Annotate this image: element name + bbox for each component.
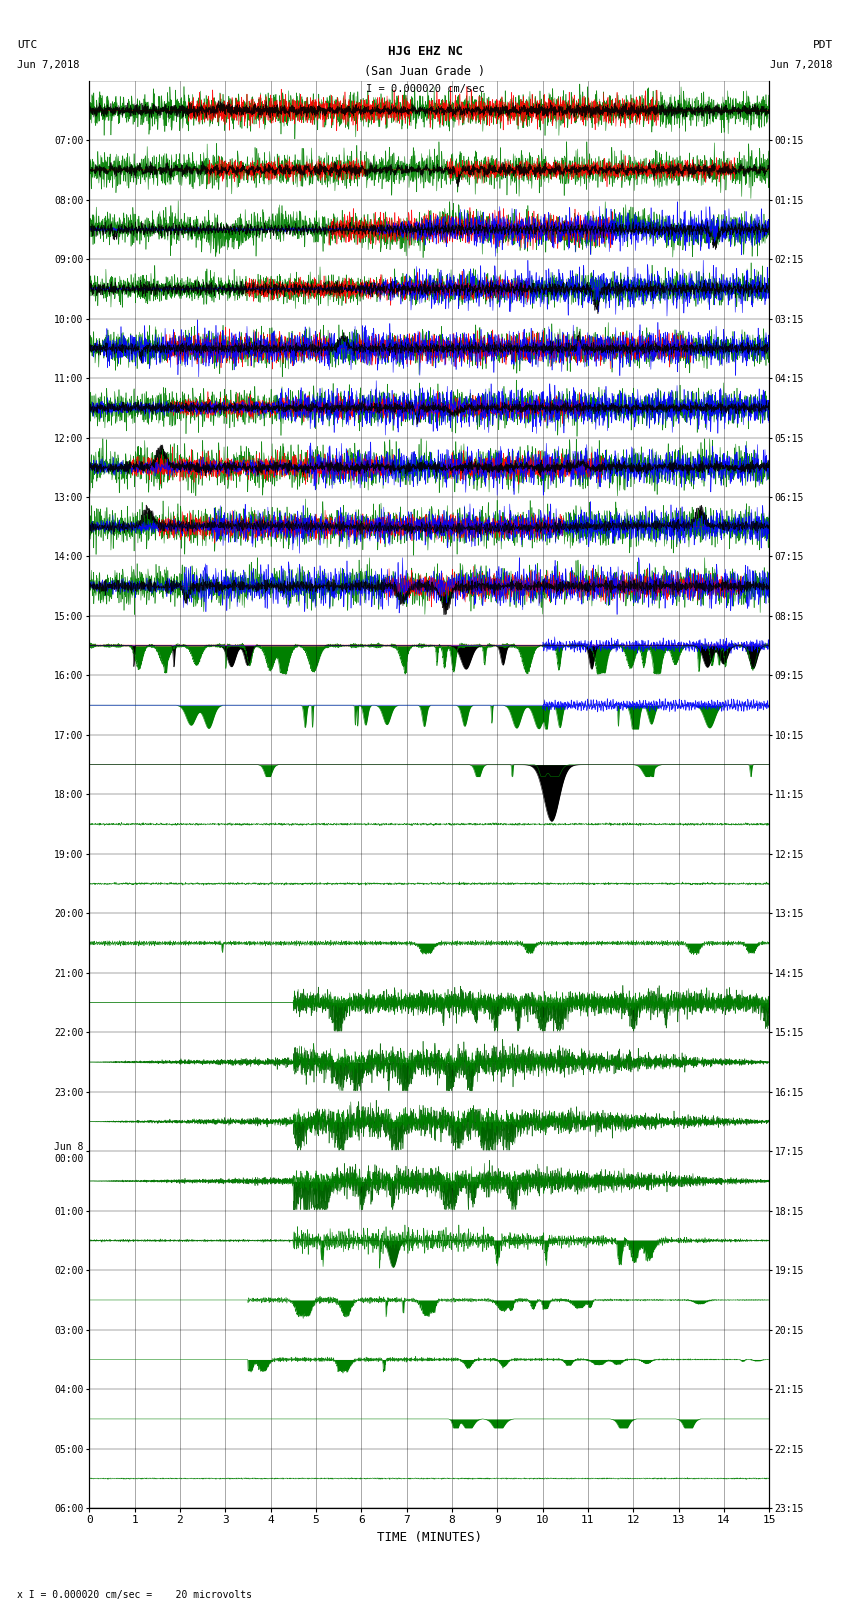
Text: Jun 7,2018: Jun 7,2018 [770,60,833,69]
Text: Jun 7,2018: Jun 7,2018 [17,60,80,69]
Text: UTC: UTC [17,40,37,50]
Text: HJG EHZ NC: HJG EHZ NC [388,45,462,58]
Text: I = 0.000020 cm/sec: I = 0.000020 cm/sec [366,84,484,94]
Text: PDT: PDT [813,40,833,50]
Text: x I = 0.000020 cm/sec =    20 microvolts: x I = 0.000020 cm/sec = 20 microvolts [17,1590,252,1600]
X-axis label: TIME (MINUTES): TIME (MINUTES) [377,1531,482,1544]
Text: (San Juan Grade ): (San Juan Grade ) [365,65,485,77]
